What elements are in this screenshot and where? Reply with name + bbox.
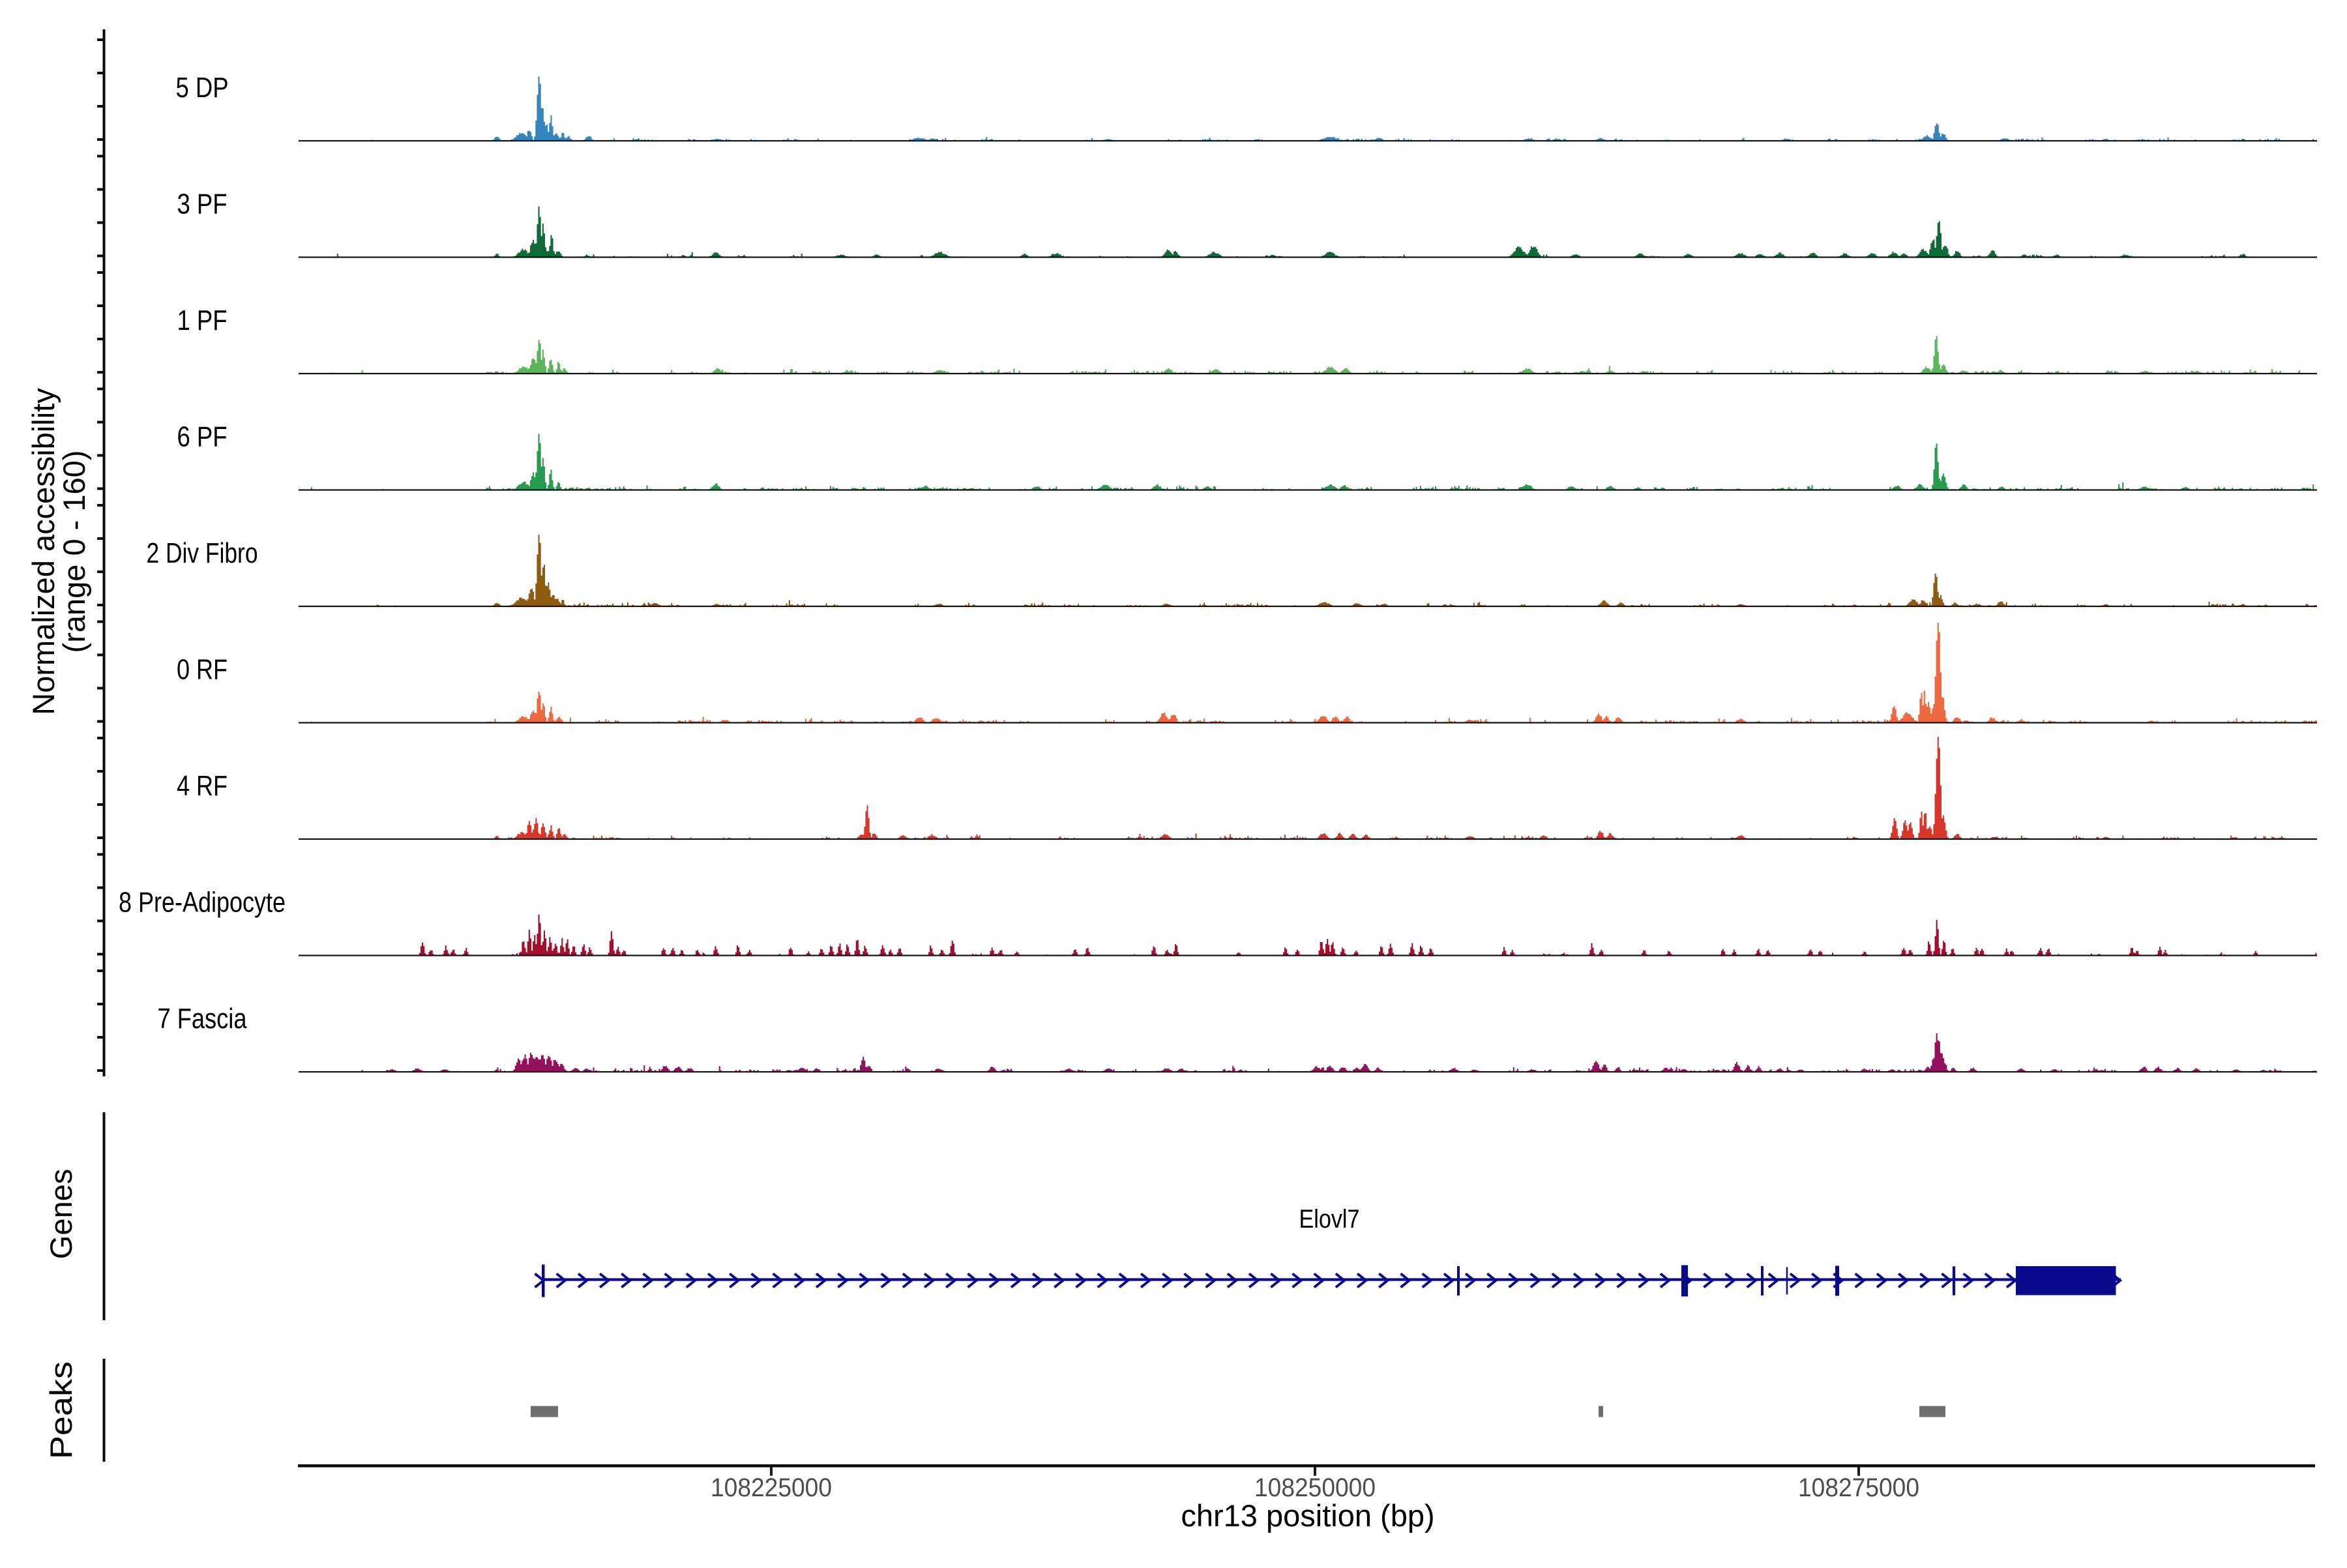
svg-text:chr13 position (bp): chr13 position (bp) — [1181, 1498, 1434, 1533]
svg-text:Peaks: Peaks — [44, 1361, 78, 1459]
svg-text:8 Pre-Adipocyte: 8 Pre-Adipocyte — [119, 887, 286, 919]
svg-text:4 RF: 4 RF — [177, 770, 228, 802]
svg-text:108225000: 108225000 — [711, 1473, 832, 1502]
svg-text:6 PF: 6 PF — [177, 421, 228, 453]
svg-text:0 RF: 0 RF — [177, 654, 228, 686]
svg-text:108250000: 108250000 — [1254, 1473, 1376, 1502]
svg-text:3 PF: 3 PF — [177, 188, 228, 220]
svg-text:7 Fascia: 7 Fascia — [158, 1003, 247, 1035]
svg-text:2 Div Fibro: 2 Div Fibro — [147, 537, 258, 569]
svg-text:(range 0 - 160): (range 0 - 160) — [57, 451, 91, 653]
svg-text:108275000: 108275000 — [1798, 1473, 1919, 1502]
svg-text:Normalized accessibility: Normalized accessibility — [26, 388, 61, 715]
svg-text:1 PF: 1 PF — [177, 304, 228, 336]
svg-text:Elovl7: Elovl7 — [1299, 1205, 1360, 1234]
svg-text:Genes: Genes — [44, 1169, 78, 1259]
svg-text:5 DP: 5 DP — [176, 72, 229, 104]
